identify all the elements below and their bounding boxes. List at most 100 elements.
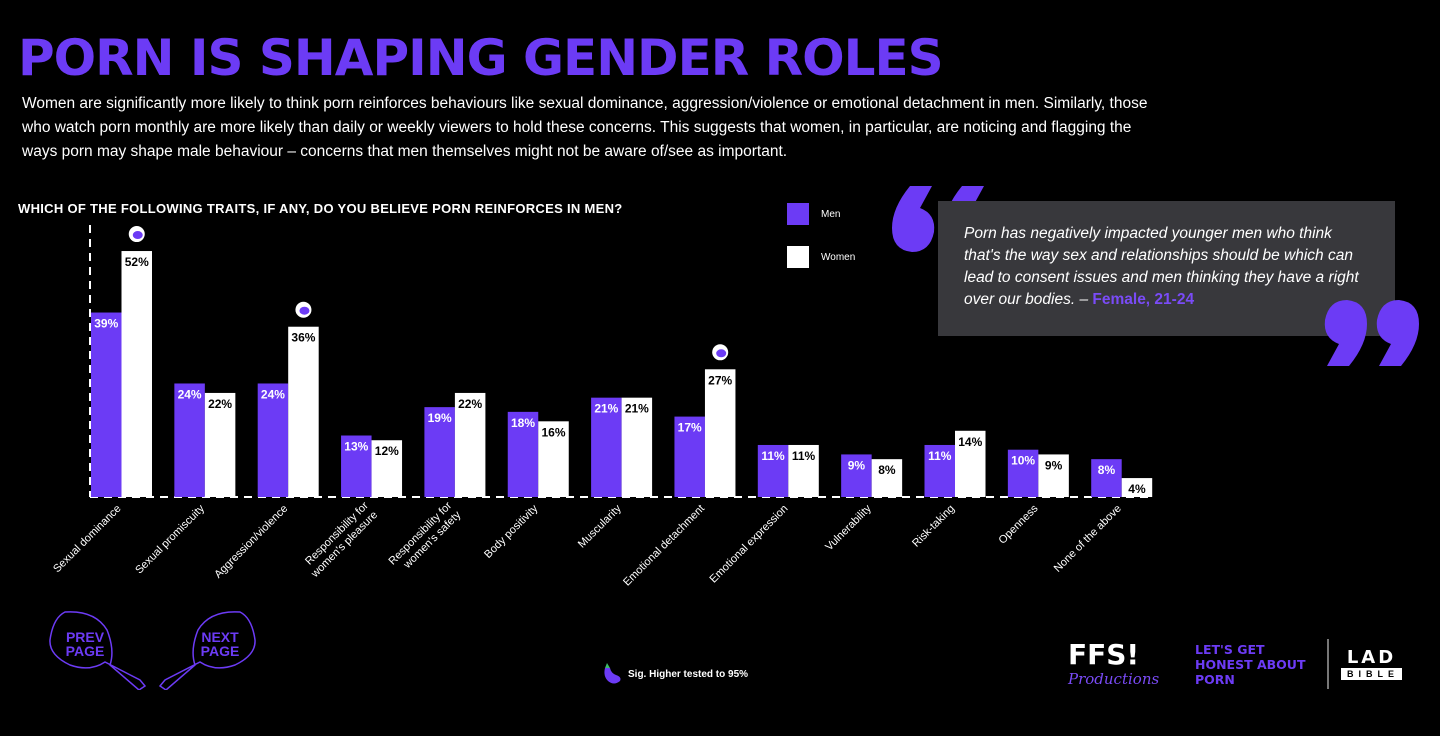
productions-text: Productions — [1068, 670, 1160, 688]
bar-men — [1007, 449, 1039, 497]
data-label: 52% — [125, 255, 149, 269]
data-label: 19% — [428, 411, 452, 425]
bible-text: BIBLE — [1341, 668, 1402, 680]
bar-women — [871, 459, 903, 497]
bar-women — [454, 392, 486, 497]
data-label: 13% — [344, 440, 368, 454]
x-tick-label: Responsibility forwomen's safety — [386, 499, 463, 576]
data-label: 9% — [848, 458, 866, 472]
bar-men — [757, 444, 789, 497]
ladbible-logo: LAD BIBLE — [1341, 648, 1402, 680]
prev-page-button[interactable]: PREV PAGE — [45, 610, 150, 695]
data-label: 22% — [458, 397, 482, 411]
prev-page-label: PREV PAGE — [65, 629, 105, 659]
x-tick-label: None of the above — [1052, 503, 1124, 575]
bar-women — [204, 392, 236, 497]
bar-men — [1091, 459, 1122, 497]
bar-women — [288, 326, 319, 497]
data-label: 4% — [1128, 482, 1146, 496]
chart-title: WHICH OF THE FOLLOWING TRAITS, IF ANY, D… — [18, 201, 623, 216]
bar-men — [424, 407, 455, 497]
bar-men — [841, 454, 872, 497]
x-tick-label: Emotional expression — [708, 503, 791, 586]
data-label: 11% — [792, 449, 816, 463]
legend-label: Women — [821, 251, 856, 263]
x-tick-label: Aggression/violence — [212, 503, 290, 581]
bar-men — [174, 383, 205, 497]
data-label: 21% — [594, 402, 618, 416]
data-label: 11% — [761, 449, 785, 463]
logo-divider — [1327, 639, 1329, 689]
data-label: 24% — [178, 387, 202, 401]
data-label: 14% — [958, 435, 982, 449]
quote-text: Porn has negatively impacted younger men… — [964, 225, 1359, 308]
bar-women — [621, 397, 653, 497]
next-page-button[interactable]: NEXT PAGE — [155, 610, 260, 695]
legend-swatch-men — [787, 203, 809, 225]
x-tick-label: Openness — [997, 502, 1041, 546]
data-label: 24% — [261, 387, 285, 401]
ffs-text: FFS! — [1068, 638, 1140, 671]
bar-chart: 39% 52% Sexual dominance 24% 22% Sexual promi… — [51, 225, 1153, 589]
next-page-label: NEXT PAGE — [200, 629, 240, 659]
campaign-logo: LET'S GET HONEST ABOUT PORN — [1195, 641, 1306, 687]
x-tick-label: Body positivity — [482, 502, 541, 561]
x-tick-label: Vulnerability — [823, 502, 874, 553]
bar-men — [257, 383, 289, 497]
data-label: 8% — [1098, 463, 1116, 477]
bar-women — [121, 251, 152, 497]
bar-women — [371, 440, 403, 497]
legend-women: Women — [787, 246, 855, 268]
bar-women — [704, 369, 736, 497]
data-label: 12% — [375, 444, 399, 458]
bar-women — [955, 430, 986, 497]
x-tick-label: Sexual promiscuity — [133, 502, 207, 576]
x-tick-label: Risk-taking — [910, 503, 957, 550]
lad-text: LAD — [1346, 647, 1397, 668]
close-quote-icon — [1324, 300, 1419, 366]
paddle-icon — [158, 611, 256, 691]
eggplant-icon — [604, 663, 621, 684]
bar-men — [91, 312, 122, 497]
bar-women — [788, 444, 819, 497]
data-label: 17% — [678, 421, 702, 435]
x-tick-label: Muscularity — [576, 502, 624, 550]
bar-women — [1121, 478, 1153, 497]
eggplant-icon — [716, 349, 727, 358]
bar-men — [591, 397, 622, 497]
data-label: 36% — [291, 331, 315, 345]
bar-men — [674, 416, 705, 497]
data-label: 21% — [625, 402, 649, 416]
data-label: 11% — [928, 449, 952, 463]
eggplant-icon — [132, 231, 143, 240]
bar-women — [1038, 454, 1069, 497]
footer-logos: FFS! Productions LET'S GET HONEST ABOUT P… — [1068, 636, 1402, 692]
x-tick-label: Sexual dominance — [51, 503, 123, 575]
quote-box: Porn has negatively impacted younger men… — [938, 201, 1395, 336]
page-title: PORN IS SHAPING GENDER ROLES — [18, 29, 944, 87]
data-label: 9% — [1045, 458, 1063, 472]
intro-text: Women are significantly more likely to t… — [22, 95, 1148, 160]
data-label: 18% — [511, 416, 535, 430]
x-tick-label: Emotional detachment — [621, 503, 707, 589]
x-tick-label: Responsibility forwomen's pleasure — [299, 500, 380, 581]
eggplant-icon — [299, 306, 310, 315]
quote-source: Female, 21-24 — [1092, 291, 1195, 308]
bar-men — [507, 411, 539, 497]
bar-women — [538, 421, 569, 497]
data-label: 16% — [541, 425, 565, 439]
data-label: 27% — [708, 373, 732, 387]
data-label: 8% — [878, 463, 896, 477]
data-label: 22% — [208, 397, 232, 411]
legend-label: Men — [821, 208, 841, 220]
paddle-icon — [49, 611, 147, 691]
bar-men — [924, 444, 955, 497]
data-label: 39% — [94, 317, 118, 331]
sig-note-text: Sig. Higher tested to 95% — [628, 668, 749, 680]
data-label: 10% — [1011, 454, 1035, 468]
ffs-productions-logo: FFS! Productions — [1068, 638, 1183, 689]
legend-swatch-women — [787, 246, 809, 268]
significance-note: Sig. Higher tested to 95% — [600, 662, 748, 686]
bar-men — [341, 435, 372, 497]
legend-men: Men — [787, 203, 840, 225]
